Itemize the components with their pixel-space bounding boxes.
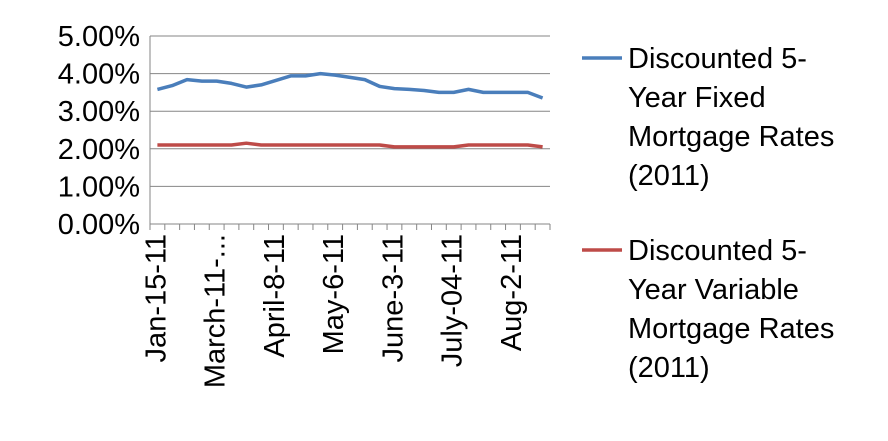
y-tick-label: 1.00% <box>58 171 140 203</box>
x-tick-label: May-6-11 <box>318 234 350 354</box>
y-tick-label: 5.00% <box>58 21 140 53</box>
x-tick-label: Jan-15-11 <box>140 234 172 362</box>
legend-label: Discounted 5-Year Variable Mortgage Rates… <box>628 235 834 384</box>
x-tick-label: Aug-2-11 <box>496 234 528 351</box>
legend: Discounted 5-Year Fixed Mortgage Rates (20… <box>582 43 834 384</box>
x-axis-ticks: Jan-15-11 March-11-... April-8-11 May-6-11 J… <box>140 234 528 388</box>
y-tick-label: 3.00% <box>58 96 140 128</box>
series-lines <box>156 71 544 149</box>
series-line-fixed <box>156 71 544 100</box>
y-tick-label: 0.00% <box>58 209 140 241</box>
y-tick-label: 2.00% <box>58 134 140 166</box>
x-tick-label: June-3-11 <box>377 234 409 362</box>
grid-lines <box>150 35 550 225</box>
x-tick-label: March-11-... <box>200 234 232 388</box>
x-tick-label: July-04-11 <box>437 234 469 367</box>
legend-label: Discounted 5-Year Fixed Mortgage Rates (20… <box>628 43 834 192</box>
y-axis-ticks: 0.00% 1.00% 2.00% 3.00% 4.00% 5.00% <box>58 21 140 241</box>
x-tick-label: April-8-11 <box>259 234 291 358</box>
series-line-variable <box>157 141 543 149</box>
y-tick-label: 4.00% <box>58 59 140 91</box>
axes <box>149 36 551 230</box>
